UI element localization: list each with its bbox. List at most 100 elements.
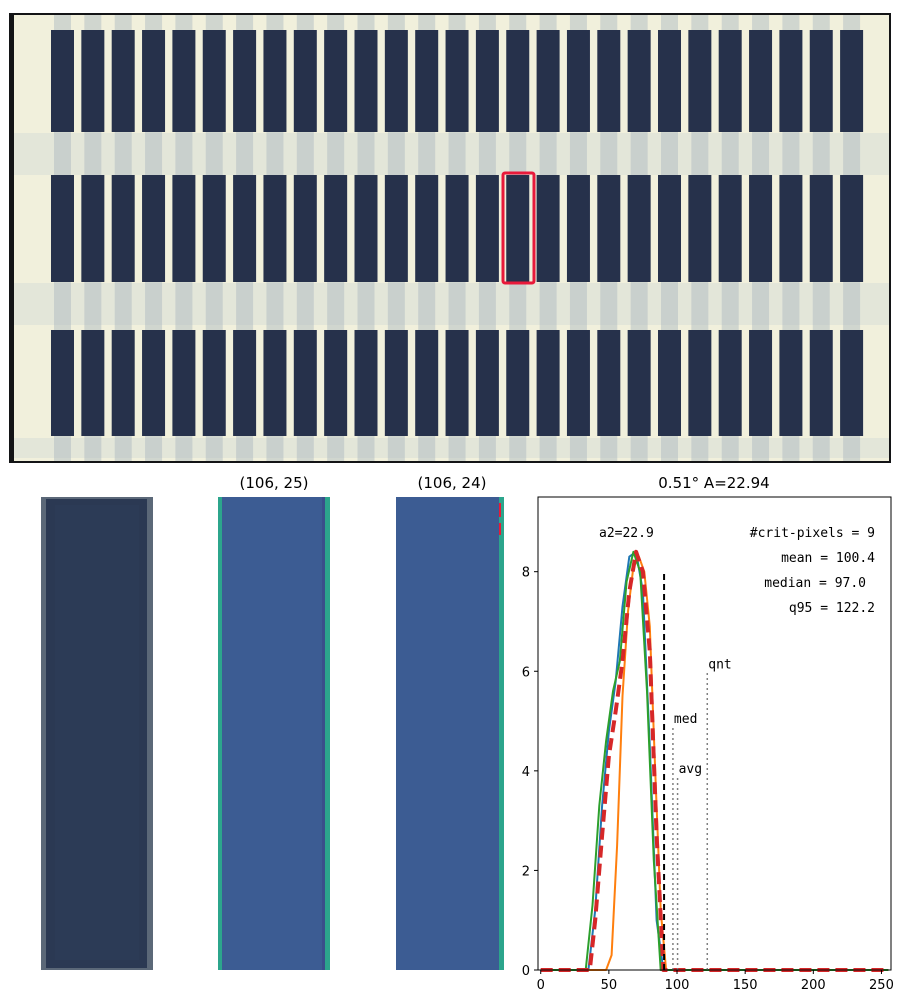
x-tick-label: 100 xyxy=(665,978,690,993)
cell-bar xyxy=(688,330,712,436)
cell-bar xyxy=(688,175,712,282)
selected-cell-box xyxy=(501,171,536,285)
cell-bar xyxy=(809,330,833,436)
annot-mean: mean = 100.4 xyxy=(781,551,875,566)
y-tick-label: 0 xyxy=(522,964,530,979)
cell-bar xyxy=(627,330,651,436)
cell-bar xyxy=(536,175,560,282)
cell-bar xyxy=(779,175,803,282)
cell-bar xyxy=(749,175,773,282)
cell-bar xyxy=(263,330,287,436)
cell-bar xyxy=(627,30,651,132)
cell-bar xyxy=(354,175,378,282)
cell-crop-original xyxy=(41,497,153,970)
cell-bar xyxy=(840,30,864,132)
cell-bar xyxy=(566,30,590,132)
cell-bar xyxy=(142,330,166,436)
cell-bar xyxy=(658,30,681,132)
annot-q95: q95 = 122.2 xyxy=(789,601,875,616)
cell-bar xyxy=(809,30,833,132)
vline-label-med: med xyxy=(674,712,697,727)
band-shade xyxy=(14,438,889,458)
cell-bar xyxy=(597,30,621,132)
cell-bar xyxy=(749,330,773,436)
cell-bar xyxy=(354,30,378,132)
cell-bar xyxy=(718,175,742,282)
vline-label-qnt: qnt xyxy=(708,657,731,672)
module-overview-image xyxy=(9,13,891,463)
cell-bar xyxy=(506,330,530,436)
plot-frame xyxy=(537,496,892,971)
series-line-4 xyxy=(540,549,889,972)
cell-crop-heatmap-a xyxy=(218,497,330,970)
cell-bar xyxy=(233,175,257,282)
cell-bar xyxy=(384,30,408,132)
cell-bar xyxy=(779,330,803,436)
cell-bar xyxy=(384,175,408,282)
cell-bar xyxy=(293,175,317,282)
cell-bar xyxy=(51,175,74,282)
cell-bar xyxy=(840,330,864,436)
cell-bar xyxy=(324,330,348,436)
cell-bar xyxy=(81,30,105,132)
cell-bar xyxy=(445,330,469,436)
y-tick-label: 2 xyxy=(522,864,530,879)
cell-bar xyxy=(233,330,257,436)
cell-bar xyxy=(384,330,408,436)
cell-crop-heatmap-b xyxy=(396,497,504,970)
x-tick-label: 200 xyxy=(801,978,826,993)
cell-bar xyxy=(51,30,74,132)
cell-bar xyxy=(718,30,742,132)
cell-bar xyxy=(536,330,560,436)
chart-title: 0.51° A=22.94 xyxy=(658,474,769,492)
y-tick-label: 6 xyxy=(522,665,530,680)
cell-bar xyxy=(293,30,317,132)
cell-bar xyxy=(506,30,530,132)
cell-bar xyxy=(627,175,651,282)
series-line-3 xyxy=(540,550,889,971)
annot-crit-pixels: #crit-pixels = 9 xyxy=(750,526,875,541)
band-shade xyxy=(14,133,889,175)
cell-bar xyxy=(172,175,196,282)
cell-bar xyxy=(445,175,469,282)
x-tick-label: 150 xyxy=(733,978,758,993)
cell-bar xyxy=(658,175,681,282)
cell-bar xyxy=(415,175,439,282)
cell-bar xyxy=(566,175,590,282)
cell-bar xyxy=(324,175,348,282)
cell-bar xyxy=(51,330,74,436)
cell-bar xyxy=(324,30,348,132)
crop-title-2: (106, 25) xyxy=(239,474,309,492)
x-tick-label: 250 xyxy=(869,978,894,993)
cell-bar xyxy=(111,175,135,282)
cell-bar xyxy=(809,175,833,282)
cell-bar xyxy=(718,330,742,436)
cell-bar xyxy=(81,175,105,282)
cell-bar xyxy=(233,30,257,132)
annot-median: median = 97.0 xyxy=(764,576,866,591)
cell-bar xyxy=(597,175,621,282)
cell-bar xyxy=(749,30,773,132)
cell-bar xyxy=(475,330,499,436)
cell-bar xyxy=(536,30,560,132)
cell-bar xyxy=(202,175,226,282)
cell-bar xyxy=(202,330,226,436)
cell-bar xyxy=(142,30,166,132)
cell-bar xyxy=(506,175,530,282)
cell-bar xyxy=(142,175,166,282)
cell-bar xyxy=(111,30,135,132)
cell-bar xyxy=(688,30,712,132)
cell-bar xyxy=(263,175,287,282)
cell-bar xyxy=(415,30,439,132)
band-shade xyxy=(14,283,889,325)
y-tick-label: 4 xyxy=(522,765,530,780)
cell-bar xyxy=(354,330,378,436)
vline-label-avg: avg xyxy=(679,762,702,777)
cell-bar xyxy=(415,330,439,436)
x-tick-label: 0 xyxy=(537,978,545,993)
cell-bar xyxy=(475,175,499,282)
y-tick-label: 8 xyxy=(522,566,530,581)
cell-bar xyxy=(111,330,135,436)
crop-title-3: (106, 24) xyxy=(417,474,487,492)
